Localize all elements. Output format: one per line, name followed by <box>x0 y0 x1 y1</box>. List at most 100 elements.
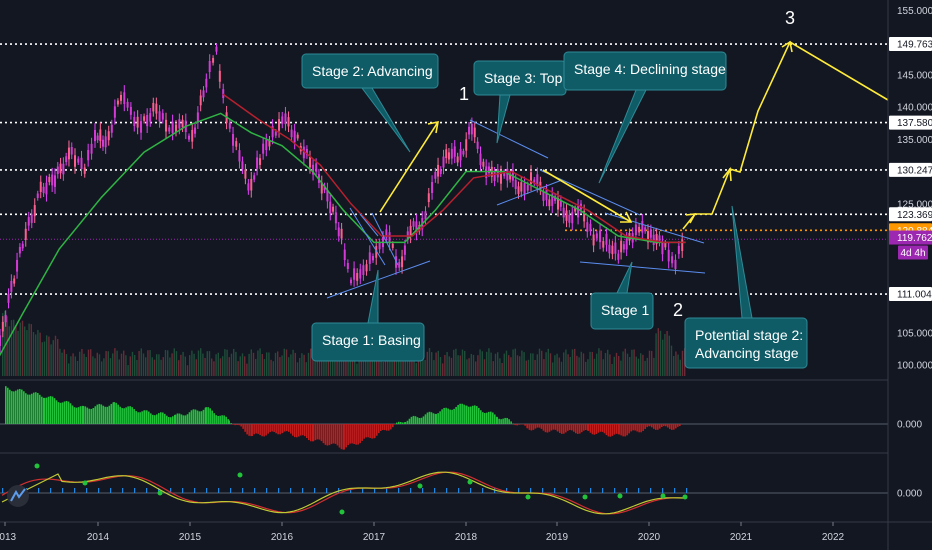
price-candle <box>499 172 502 184</box>
macd-histogram-bar <box>396 422 398 424</box>
macd-histogram-bar <box>455 406 457 424</box>
volume-bar <box>79 351 81 376</box>
osc-bar <box>242 488 244 493</box>
macd-histogram-bar <box>5 386 7 424</box>
volume-bar <box>629 357 631 376</box>
volume-bar <box>329 359 332 376</box>
callout-stage1-right-label: Stage 1 <box>601 302 649 318</box>
osc-bar <box>530 488 532 493</box>
volume-bar <box>464 350 466 376</box>
macd-histogram-bar <box>498 418 500 424</box>
level-badge <box>889 115 932 130</box>
price-candle <box>398 262 401 268</box>
price-candle <box>671 256 674 264</box>
volume-bars <box>2 310 686 376</box>
price-tick-label: 155.000 <box>897 6 932 17</box>
macd-histogram-bar <box>292 424 294 436</box>
volume-bar <box>147 350 149 376</box>
macd-histogram-bar <box>37 393 39 424</box>
price-candle <box>647 231 650 243</box>
volume-bar <box>354 354 356 376</box>
axes[interactable]: 100.000 105.000 125.000 135.000 140.000 145.0… <box>0 6 932 543</box>
price-candle <box>431 182 434 194</box>
volume-bar <box>389 357 391 376</box>
price-candle <box>67 147 70 160</box>
volume-bar <box>347 357 349 376</box>
volume-bar <box>395 349 398 376</box>
price-candle <box>27 217 30 226</box>
macd-histogram-bar <box>11 391 13 424</box>
macd-histogram-bar <box>223 415 225 424</box>
macd-histogram-bar <box>234 424 236 426</box>
macd-histogram-bar <box>402 422 404 424</box>
price-candle <box>391 243 394 248</box>
projection-arrowhead-3 <box>781 40 793 53</box>
volume-bar <box>277 351 279 376</box>
osc-bar <box>482 488 484 493</box>
price-candle <box>149 113 152 122</box>
price-candle <box>473 127 476 138</box>
volume-bar <box>235 351 237 376</box>
level-badge <box>889 37 932 52</box>
volume-bar <box>13 319 15 376</box>
volume-bar <box>622 351 624 376</box>
volume-bar <box>57 339 59 376</box>
macd-histogram-bar <box>251 424 253 436</box>
volume-bar <box>303 354 305 376</box>
volume-bar <box>618 355 620 376</box>
trend-line <box>579 261 706 274</box>
price-candle <box>340 228 343 239</box>
macd-histogram-bar <box>655 424 657 430</box>
osc-bar <box>626 488 628 493</box>
tradingview-logo-icon[interactable] <box>7 485 29 507</box>
price-candle <box>356 273 359 281</box>
macd-histogram-bar <box>13 391 15 424</box>
macd-histogram-bar <box>478 407 480 424</box>
macd-histogram-bar <box>328 424 331 446</box>
volume-bar <box>290 354 292 376</box>
macd-histogram-bar <box>457 404 459 424</box>
osc-bar <box>230 488 232 493</box>
volume-bar <box>536 354 538 376</box>
volume-bar <box>145 357 147 376</box>
macd-histogram-bar <box>567 424 569 431</box>
osc-bar <box>302 488 304 493</box>
macd-histogram-bar <box>492 412 494 424</box>
macd-histogram-bar <box>474 405 476 424</box>
price-candle <box>658 235 661 243</box>
macd-histogram-bar <box>437 413 439 424</box>
volume-bar <box>497 352 499 376</box>
price-candle <box>346 263 349 269</box>
volume-bar <box>138 350 140 376</box>
volume-bar <box>398 355 400 376</box>
macd-histogram-bar <box>9 389 11 424</box>
macd-histogram-bar <box>219 415 221 424</box>
macd-histogram-bar <box>271 424 273 432</box>
volume-bar <box>46 335 48 376</box>
osc-bar <box>326 488 328 493</box>
volume-bar <box>279 357 281 376</box>
volume-bar <box>479 349 481 376</box>
price-candle <box>87 150 90 161</box>
volume-bar <box>426 351 428 376</box>
osc-cross-dot <box>467 479 473 485</box>
macd-histogram-bar <box>615 424 618 434</box>
macd-histogram-bar <box>160 412 162 424</box>
macd-histogram-bar <box>123 408 125 424</box>
macd-histogram-bar <box>618 424 620 435</box>
macd-histogram-bar <box>67 401 70 424</box>
volume-bar <box>503 353 505 376</box>
price-candle <box>238 150 241 162</box>
price-candle <box>602 241 605 248</box>
macd-histogram-bar <box>227 419 229 424</box>
volume-bar <box>560 361 563 376</box>
macd-histogram-bar <box>282 424 284 433</box>
price-candle <box>51 174 54 186</box>
macd-histogram-bar <box>347 424 349 446</box>
macd-histogram-bar <box>53 398 56 424</box>
volume-bar <box>285 349 288 376</box>
macd-histogram-bar <box>230 423 232 424</box>
osc-bar <box>2 488 4 493</box>
macd-histogram-bar <box>357 424 359 445</box>
